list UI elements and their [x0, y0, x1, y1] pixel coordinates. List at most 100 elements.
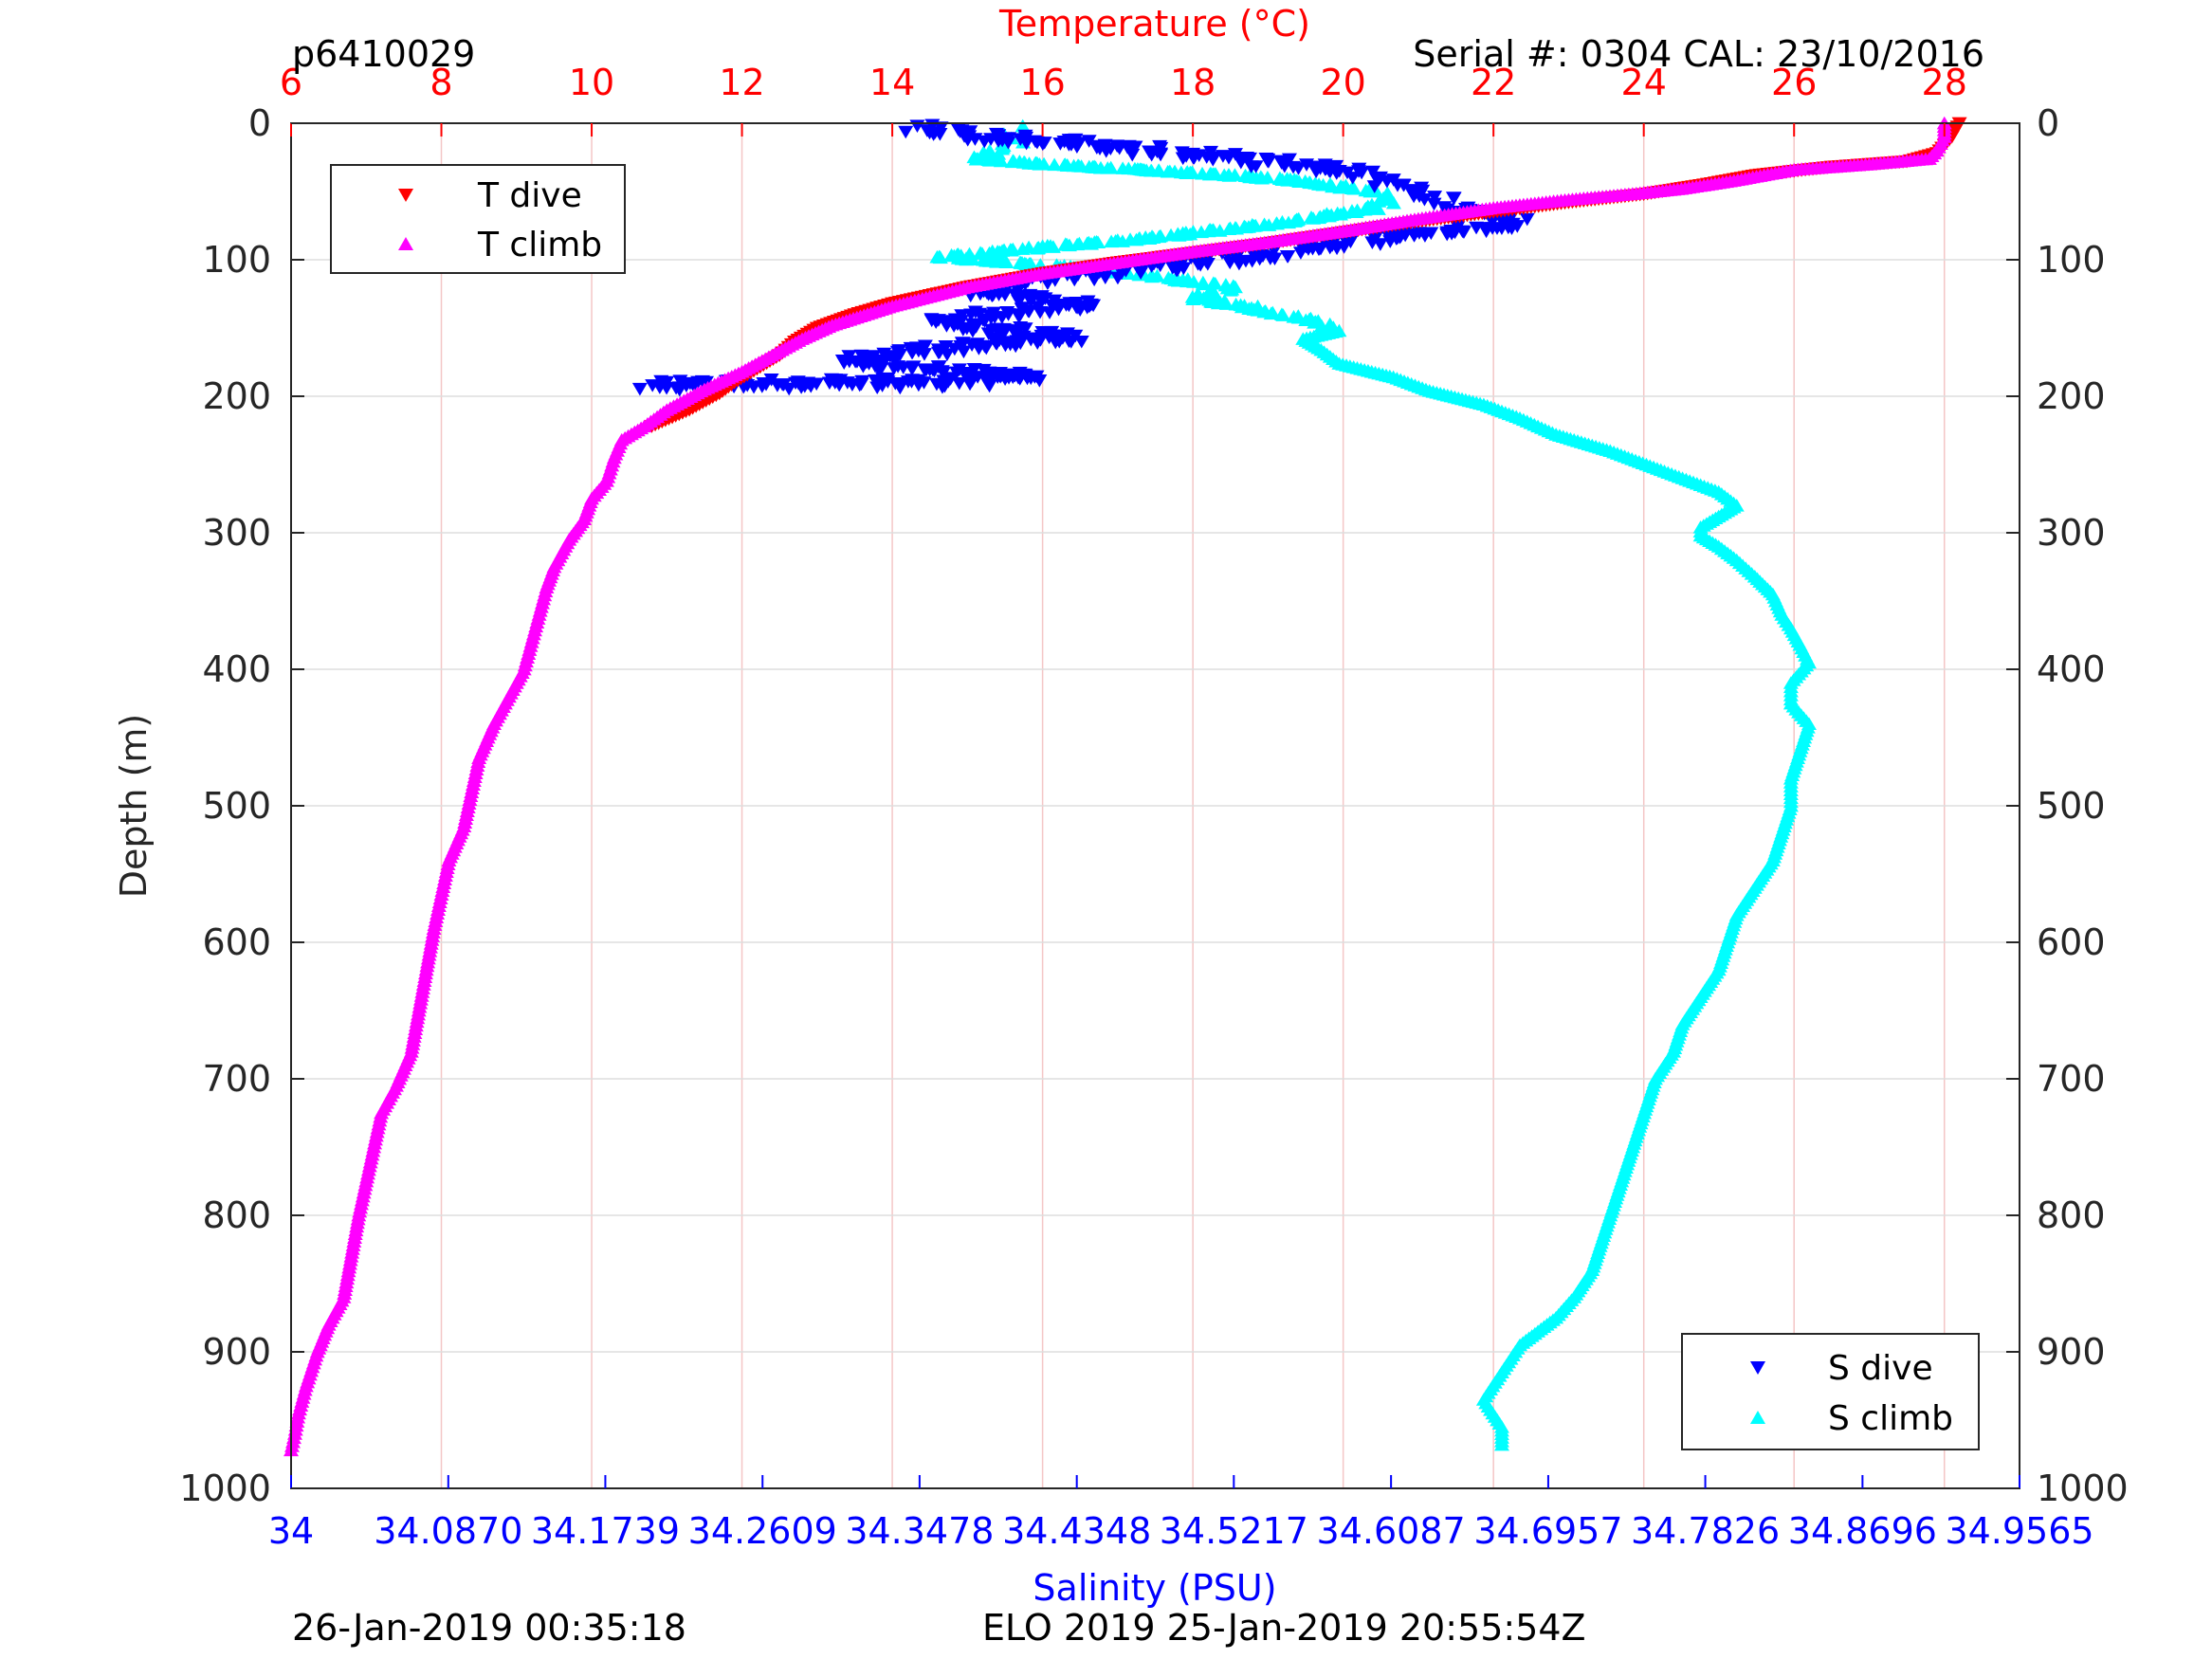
data-point-s-dive	[791, 376, 807, 391]
data-point-s-dive	[1070, 137, 1087, 152]
data-point-s-dive	[977, 135, 993, 149]
data-point-s-dive	[1272, 155, 1289, 169]
data-point-s-climb	[1003, 243, 1019, 257]
temp-tick-label: 14	[869, 62, 915, 103]
data-point-s-dive	[1033, 294, 1049, 307]
data-point-s-dive	[1426, 197, 1442, 211]
sal-tick-label: 34.2609	[688, 1510, 837, 1552]
data-point-s-dive	[832, 378, 848, 392]
data-point-s-dive	[995, 134, 1011, 148]
data-point-s-dive	[1439, 226, 1455, 240]
data-point-s-dive	[736, 380, 752, 394]
data-point-s-dive	[671, 383, 687, 397]
footer-timestamp: 26-Jan-2019 00:35:18	[292, 1607, 686, 1649]
data-point-s-dive	[893, 377, 909, 391]
data-point-s-dive	[1042, 306, 1058, 319]
data-point-s-dive	[963, 308, 979, 322]
data-point-s-dive	[1024, 290, 1040, 304]
data-point-s-dive	[1417, 229, 1433, 243]
data-point-s-dive	[769, 379, 785, 392]
data-point-s-climb	[1160, 164, 1176, 178]
data-point-s-dive	[1366, 180, 1382, 193]
data-point-s-climb	[982, 154, 998, 167]
data-point-s-climb	[1128, 232, 1144, 246]
data-point-s-dive	[872, 363, 888, 376]
data-point-s-dive	[950, 123, 966, 137]
temp-tick-label: 22	[1471, 62, 1516, 103]
data-point-s-dive	[1500, 221, 1516, 235]
temp-tick-label: 12	[719, 62, 764, 103]
data-point-s-climb	[1030, 241, 1046, 255]
data-point-s-climb	[1218, 297, 1234, 310]
data-point-s-dive	[975, 313, 991, 327]
data-point-s-dive	[1067, 273, 1083, 287]
data-point-s-climb	[1315, 177, 1331, 191]
data-point-s-climb	[1212, 224, 1228, 237]
data-point-s-dive	[1124, 148, 1141, 162]
legend-s-dive-label: S dive	[1828, 1349, 1933, 1388]
data-point-s-dive	[1280, 250, 1296, 264]
data-point-s-climb	[1004, 155, 1020, 169]
sal-tick-label: 34.5217	[1160, 1510, 1308, 1552]
data-point-s-dive	[1086, 271, 1102, 285]
data-point-s-dive	[1308, 165, 1325, 179]
data-point-s-climb	[1263, 306, 1279, 320]
data-point-s-dive	[1097, 271, 1113, 284]
data-point-s-dive	[1392, 231, 1408, 245]
profile-id: p6410029	[292, 33, 475, 75]
data-point-s-dive	[1014, 302, 1030, 316]
data-point-s-dive	[682, 376, 698, 391]
data-point-s-dive	[1247, 250, 1263, 264]
data-point-s-dive	[1262, 250, 1278, 264]
data-point-s-dive	[904, 374, 920, 387]
data-point-s-dive	[1381, 228, 1398, 242]
data-point-s-climb	[1281, 215, 1297, 229]
depth-tick-label-right: 900	[2037, 1331, 2106, 1373]
data-point-s-dive	[1073, 335, 1089, 349]
depth-tick-label-right: 500	[2037, 785, 2106, 827]
data-point-s-climb	[998, 255, 1015, 268]
data-point-s-dive	[1032, 374, 1048, 388]
data-point-s-dive	[1061, 138, 1077, 152]
data-point-s-dive	[1164, 262, 1180, 275]
data-point-s-dive	[1153, 148, 1169, 162]
sal-tick-label: 34.6957	[1473, 1510, 1622, 1552]
data-point-s-dive	[1017, 322, 1033, 336]
legend-t-dive-label: T dive	[477, 176, 582, 215]
data-point-s-dive	[1368, 173, 1384, 186]
data-point-s-dive	[964, 324, 980, 338]
data-point-s-climb	[1332, 207, 1348, 221]
data-point-s-dive	[1328, 167, 1344, 180]
data-point-s-dive	[1478, 225, 1494, 239]
footer-mission-info: ELO 2019 25-Jan-2019 20:55:54Z	[982, 1607, 1586, 1649]
series-layer	[283, 116, 1967, 1457]
depth-tick-label-left: 200	[202, 375, 271, 417]
data-point-s-climb	[1045, 240, 1061, 253]
data-point-s-dive	[951, 376, 967, 391]
data-point-s-dive	[1007, 288, 1023, 301]
data-point-s-dive	[1286, 160, 1302, 174]
legend-s-dive-marker	[1750, 1361, 1765, 1375]
data-point-s-dive	[889, 345, 905, 359]
data-point-s-dive	[1068, 301, 1084, 314]
data-point-s-climb	[1171, 228, 1187, 242]
depth-tick-label-left: 700	[202, 1058, 271, 1100]
data-point-s-dive	[1088, 141, 1105, 155]
data-point-s-climb	[1385, 195, 1401, 210]
data-point-s-dive	[1519, 212, 1535, 227]
temp-tick-label: 16	[1019, 62, 1065, 103]
data-point-s-climb	[993, 154, 1009, 168]
temp-tick-label: 10	[569, 62, 614, 103]
data-point-s-climb	[1143, 269, 1160, 283]
temperature-axis-label: Temperature (°C)	[998, 3, 1310, 45]
data-point-s-dive	[1051, 302, 1067, 317]
depth-tick-label-right: 800	[2037, 1194, 2106, 1236]
depth-tick-label-right: 1000	[2037, 1468, 2129, 1509]
data-point-s-dive	[1081, 300, 1097, 314]
data-point-s-dive	[1133, 266, 1149, 281]
data-point-s-climb	[1185, 292, 1201, 305]
data-point-s-dive	[1233, 155, 1249, 170]
data-point-s-dive	[1364, 165, 1380, 179]
data-point-s-dive	[1344, 172, 1361, 185]
legend-t-climb-marker	[398, 237, 413, 250]
